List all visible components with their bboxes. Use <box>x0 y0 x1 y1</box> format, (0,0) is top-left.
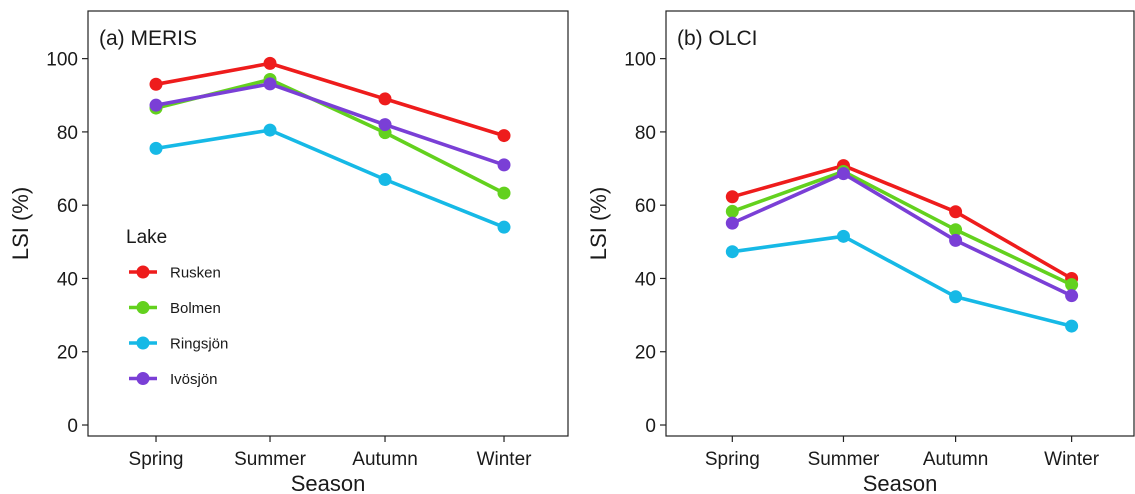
data-point-rusken-autumn <box>378 92 392 106</box>
x-tick-label-autumn: Autumn <box>352 449 417 470</box>
data-point-iv-sj-n-winter <box>1065 289 1079 303</box>
data-point-ringsj-n-spring <box>725 245 739 259</box>
series-line-rusken <box>730 163 1074 281</box>
x-tick-label-spring: Spring <box>705 449 760 470</box>
panel-title: (b) OLCI <box>677 27 758 50</box>
y-tick-label: 20 <box>57 343 78 364</box>
x-tick-label-autumn: Autumn <box>923 449 988 470</box>
data-point-ringsj-n-autumn <box>949 290 963 304</box>
data-point-bolmen-winter <box>1065 278 1079 292</box>
data-point-rusken-autumn <box>949 205 963 219</box>
legend-label-rusken: Rusken <box>170 265 221 282</box>
x-tick-label-spring: Spring <box>129 449 184 470</box>
data-point-iv-sj-n-autumn <box>378 118 392 132</box>
data-point-bolmen-autumn <box>949 223 963 237</box>
panel-olci: 0 20 40 60 80 100 Spring Summer Autumn Winter Seas… <box>586 10 1135 494</box>
data-point-iv-sj-n-summer <box>836 167 850 181</box>
y-tick-label: 60 <box>635 196 656 217</box>
legend-label-ringsj-n: Ringsjön <box>170 336 228 353</box>
x-tick-label-summer: Summer <box>808 449 880 470</box>
data-point-ringsj-n-spring <box>149 141 163 155</box>
legend-swatch-point-iv-sj-n <box>136 372 150 385</box>
data-point-ringsj-n-winter <box>497 220 511 234</box>
series-line-rusken <box>154 61 506 138</box>
legend-swatch-point-rusken <box>136 265 150 279</box>
legend-swatch-point-ringsj-n <box>136 336 150 350</box>
x-tick-label-winter: Winter <box>477 449 533 470</box>
data-point-rusken-winter <box>497 129 511 143</box>
data-point-bolmen-spring <box>725 204 739 218</box>
legend-swatch-point-bolmen <box>136 301 150 314</box>
panel-meris: 0 20 40 60 80 100 Spring Summer Autumn Winter Seas… <box>8 10 569 494</box>
series-line-bolmen <box>730 169 1074 287</box>
data-point-ringsj-n-autumn <box>378 173 392 187</box>
x-axis-title: Season <box>863 471 938 494</box>
data-point-ringsj-n-winter <box>1065 319 1079 333</box>
y-tick-label: 60 <box>57 196 78 217</box>
series-line-iv-sj-n <box>730 171 1074 298</box>
data-point-iv-sj-n-spring <box>725 216 739 230</box>
y-tick-label: 0 <box>645 416 656 437</box>
series-line-ringsj-n <box>730 234 1074 328</box>
y-axis-title: LSI (%) <box>8 187 33 260</box>
data-point-iv-sj-n-autumn <box>949 233 963 247</box>
series-line-ringsj-n <box>154 128 506 229</box>
data-point-iv-sj-n-summer <box>263 77 277 91</box>
data-point-ringsj-n-summer <box>263 123 277 137</box>
panel-title: (a) MERIS <box>99 27 197 50</box>
data-point-iv-sj-n-spring <box>149 98 163 112</box>
legend-label-bolmen: Bolmen <box>170 300 221 317</box>
plot-frame <box>665 10 1135 437</box>
series-line-iv-sj-n <box>154 82 506 167</box>
y-tick-label: 40 <box>635 269 656 290</box>
data-point-rusken-spring <box>149 77 163 91</box>
y-axis-title: LSI (%) <box>586 187 611 260</box>
y-tick-label: 40 <box>57 269 78 290</box>
y-tick-label: 100 <box>624 50 656 71</box>
legend-label-iv-sj-n: Ivösjön <box>170 371 218 388</box>
data-point-rusken-spring <box>725 190 739 204</box>
legend-title: Lake <box>126 227 167 248</box>
y-tick-label: 80 <box>635 123 656 144</box>
x-tick-label-winter: Winter <box>1044 449 1100 470</box>
y-tick-label: 0 <box>67 416 78 437</box>
x-tick-label-summer: Summer <box>234 449 306 470</box>
data-point-ringsj-n-summer <box>836 229 850 243</box>
plot-frame <box>87 10 569 437</box>
y-tick-label: 100 <box>46 50 78 71</box>
data-point-bolmen-winter <box>497 186 511 200</box>
x-axis-title: Season <box>291 471 366 494</box>
data-point-iv-sj-n-winter <box>497 158 511 172</box>
y-tick-label: 20 <box>635 343 656 364</box>
data-point-rusken-summer <box>263 56 277 70</box>
y-tick-label: 80 <box>57 123 78 144</box>
